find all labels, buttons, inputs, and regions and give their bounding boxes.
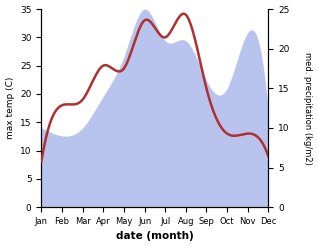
- Y-axis label: max temp (C): max temp (C): [5, 77, 15, 139]
- Y-axis label: med. precipitation (kg/m2): med. precipitation (kg/m2): [303, 52, 313, 165]
- X-axis label: date (month): date (month): [116, 231, 194, 242]
